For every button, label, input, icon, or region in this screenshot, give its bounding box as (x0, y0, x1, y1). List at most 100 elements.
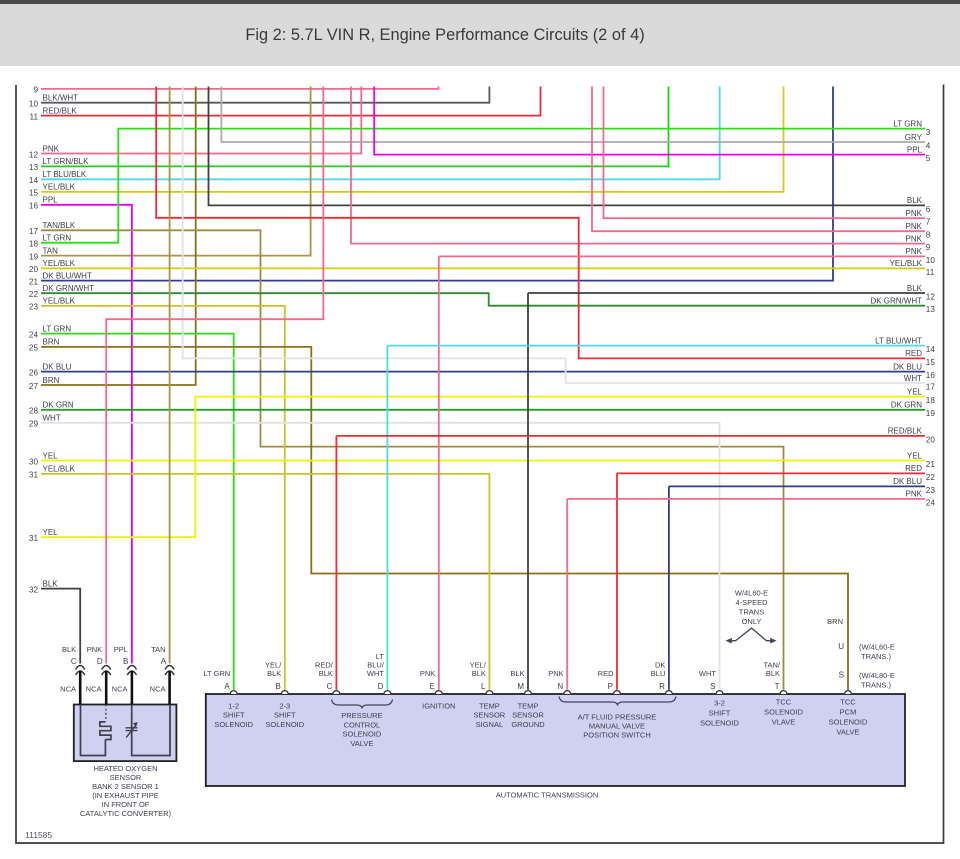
svg-text:LT BLU/WHT: LT BLU/WHT (875, 336, 922, 345)
svg-text:12: 12 (926, 292, 936, 301)
svg-text:BLK: BLK (319, 669, 333, 678)
svg-text:B: B (275, 682, 280, 691)
svg-text:23: 23 (926, 486, 936, 495)
svg-text:27: 27 (29, 382, 39, 391)
svg-text:18: 18 (926, 396, 936, 405)
svg-text:TRANS.): TRANS.) (861, 652, 892, 661)
svg-text:DK GRN: DK GRN (43, 401, 74, 410)
svg-text:S: S (839, 671, 844, 680)
svg-text:RED: RED (598, 669, 614, 678)
svg-text:YEL: YEL (43, 451, 59, 460)
svg-text:YEL/BLK: YEL/BLK (43, 297, 76, 306)
svg-text:DK GRN: DK GRN (891, 401, 922, 410)
svg-text:TRANS.): TRANS.) (861, 681, 892, 690)
svg-text:LT GRN: LT GRN (893, 119, 922, 128)
svg-text:POSITION SWITCH: POSITION SWITCH (583, 730, 651, 739)
svg-text:11: 11 (926, 268, 935, 277)
svg-text:5: 5 (926, 154, 931, 163)
svg-text:LT GRN: LT GRN (43, 234, 72, 243)
svg-text:4: 4 (926, 141, 931, 150)
svg-text:A: A (224, 682, 230, 691)
svg-text:17: 17 (29, 227, 39, 236)
svg-text:15: 15 (29, 189, 39, 198)
svg-text:Fig 2: 5.7L VIN R, Engine Perf: Fig 2: 5.7L VIN R, Engine Performance Ci… (245, 26, 644, 44)
svg-text:111585: 111585 (25, 830, 52, 840)
svg-text:A: A (161, 657, 167, 666)
svg-text:C: C (71, 657, 77, 666)
svg-text:24: 24 (926, 498, 936, 507)
svg-text:YEL: YEL (907, 387, 923, 396)
svg-text:LT GRN: LT GRN (43, 324, 72, 333)
svg-text:WHT: WHT (904, 374, 922, 383)
svg-text:DK BLU: DK BLU (893, 362, 922, 371)
svg-text:21: 21 (29, 277, 39, 286)
svg-text:16: 16 (926, 371, 936, 380)
svg-text:YEL/BLK: YEL/BLK (890, 259, 923, 268)
svg-text:4-SPEED: 4-SPEED (735, 598, 768, 607)
svg-text:YEL: YEL (43, 528, 59, 537)
svg-text:MANUAL VALVE: MANUAL VALVE (589, 721, 645, 730)
svg-text:LT GRN: LT GRN (203, 669, 230, 678)
svg-text:BRN: BRN (43, 376, 60, 385)
svg-text:PPL: PPL (907, 145, 923, 154)
svg-text:BLU: BLU (651, 669, 666, 678)
svg-text:PRESSURE: PRESSURE (341, 711, 382, 720)
svg-text:PNK: PNK (548, 669, 563, 678)
svg-text:YEL/: YEL/ (265, 660, 282, 669)
svg-text:30: 30 (29, 457, 39, 466)
svg-text:D: D (97, 657, 103, 666)
svg-text:E: E (429, 682, 434, 691)
svg-text:12: 12 (29, 150, 39, 159)
svg-text:SOLENOID: SOLENOID (214, 720, 253, 729)
svg-text:22: 22 (926, 473, 936, 482)
svg-text:SENSOR: SENSOR (474, 711, 506, 720)
svg-text:TAN: TAN (151, 645, 165, 654)
svg-text:25: 25 (29, 344, 39, 353)
svg-text:TAN: TAN (43, 246, 59, 255)
svg-text:SENSOR: SENSOR (110, 773, 142, 782)
svg-text:PNK: PNK (906, 209, 923, 218)
svg-text:YEL/BLK: YEL/BLK (43, 465, 76, 474)
svg-text:SOLENOID: SOLENOID (265, 720, 304, 729)
svg-text:W/4L60-E: W/4L60-E (735, 589, 768, 598)
svg-text:8: 8 (926, 231, 931, 240)
svg-text:29: 29 (29, 420, 39, 429)
svg-text:BLK: BLK (472, 669, 486, 678)
svg-text:6: 6 (926, 205, 931, 214)
svg-text:9: 9 (33, 86, 38, 95)
svg-text:DK GRN/WHT: DK GRN/WHT (870, 297, 922, 306)
svg-text:SOLENOID: SOLENOID (343, 730, 382, 739)
svg-text:U: U (838, 642, 844, 651)
svg-text:PPL: PPL (43, 196, 59, 205)
svg-text:GROUND: GROUND (511, 720, 545, 729)
svg-text:13: 13 (926, 305, 936, 314)
svg-text:BLK: BLK (766, 669, 780, 678)
svg-text:VALVE: VALVE (350, 739, 373, 748)
svg-text:R: R (659, 682, 665, 691)
svg-text:C: C (327, 682, 333, 691)
svg-text:PNK: PNK (906, 234, 923, 243)
svg-text:YEL: YEL (907, 451, 923, 460)
svg-text:BLK/WHT: BLK/WHT (43, 94, 79, 103)
svg-text:SHIFT: SHIFT (274, 711, 296, 720)
svg-text:IN FRONT OF: IN FRONT OF (102, 800, 150, 809)
svg-text:NCA: NCA (112, 685, 128, 694)
svg-text:RED/: RED/ (315, 660, 334, 669)
svg-text:22: 22 (29, 290, 39, 299)
svg-text:3: 3 (926, 128, 931, 137)
svg-text:PNK: PNK (906, 222, 923, 231)
svg-text:BLK: BLK (62, 645, 76, 654)
svg-text:VALVE: VALVE (836, 727, 859, 736)
svg-text:20: 20 (29, 265, 39, 274)
svg-text:A/T FLUID PRESSURE: A/T FLUID PRESSURE (578, 713, 657, 722)
svg-text:TEMP: TEMP (518, 701, 539, 710)
svg-text:9: 9 (926, 243, 931, 252)
svg-text:TAN/BLK: TAN/BLK (43, 221, 76, 230)
svg-text:CONTROL: CONTROL (344, 720, 381, 729)
svg-text:BLK: BLK (267, 669, 281, 678)
svg-text:SOLENOID: SOLENOID (764, 707, 803, 716)
svg-text:S: S (710, 682, 715, 691)
svg-text:2-3: 2-3 (279, 701, 290, 710)
svg-text:P: P (608, 682, 613, 691)
svg-text:B: B (123, 657, 128, 666)
